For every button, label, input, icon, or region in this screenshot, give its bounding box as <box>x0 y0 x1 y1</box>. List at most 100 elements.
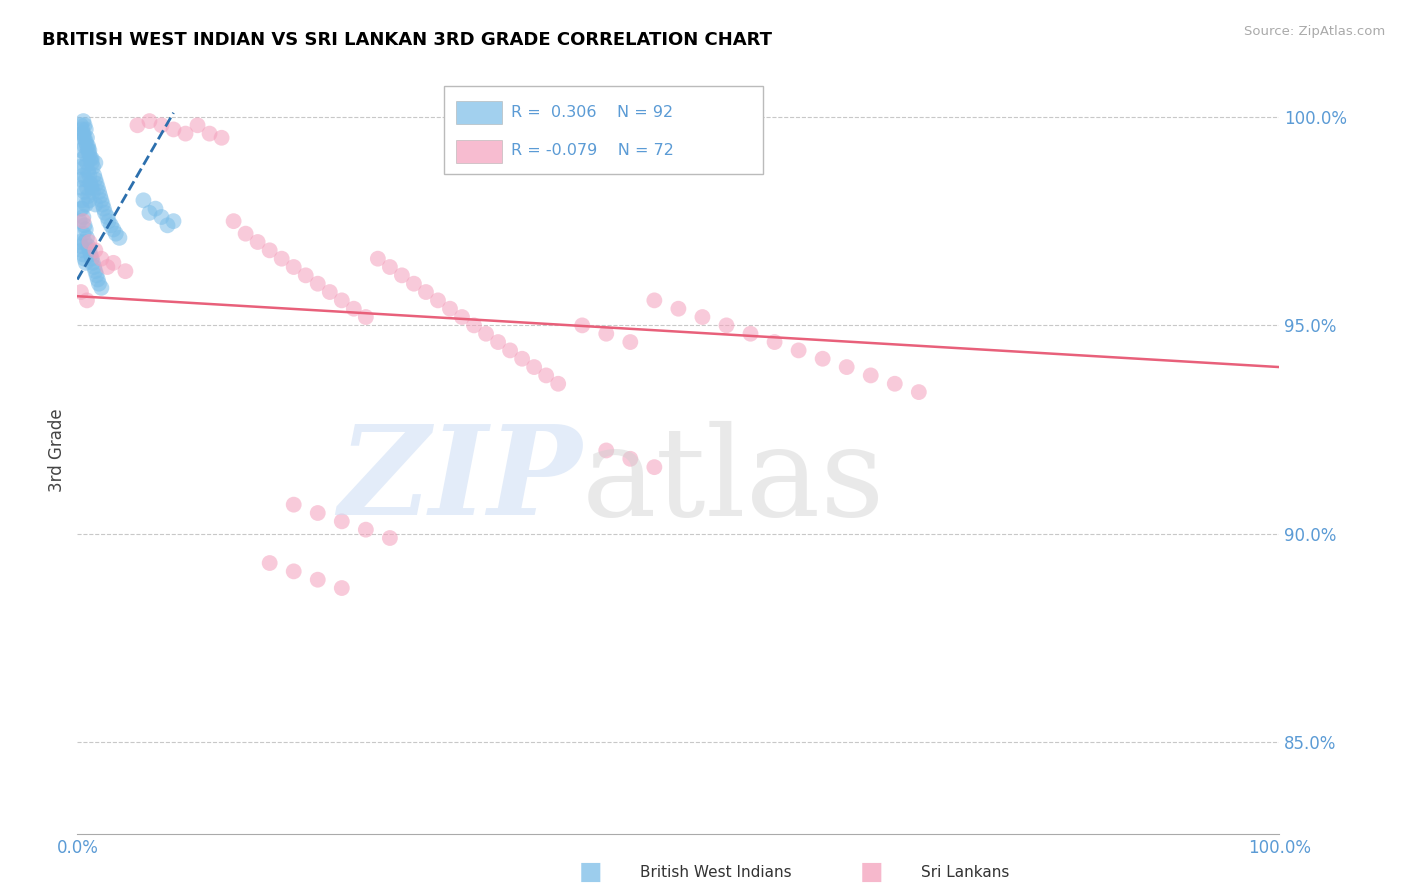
Point <box>439 301 461 316</box>
Point <box>259 244 281 258</box>
Point <box>77 164 100 178</box>
Point <box>84 155 107 169</box>
Point <box>96 210 118 224</box>
Point <box>75 222 97 236</box>
Point <box>79 152 101 166</box>
Point <box>83 260 105 274</box>
Point <box>84 244 107 258</box>
Point <box>76 139 98 153</box>
Point <box>76 155 98 169</box>
Point <box>908 385 931 400</box>
Point <box>73 130 96 145</box>
Point <box>72 214 94 228</box>
Text: ZIP: ZIP <box>339 420 582 542</box>
Point <box>96 260 118 274</box>
Point <box>79 169 101 183</box>
Point <box>73 118 96 132</box>
Text: BRITISH WEST INDIAN VS SRI LANKAN 3RD GRADE CORRELATION CHART: BRITISH WEST INDIAN VS SRI LANKAN 3RD GR… <box>42 31 772 49</box>
Point <box>740 326 762 341</box>
Point <box>72 114 94 128</box>
Point <box>90 194 112 208</box>
Point <box>80 155 103 169</box>
Point <box>354 523 377 537</box>
Point <box>87 277 110 291</box>
Point <box>70 239 93 253</box>
Point <box>79 244 101 258</box>
Point <box>73 139 96 153</box>
Point <box>692 310 714 324</box>
Point <box>69 235 91 249</box>
Point <box>89 189 111 203</box>
Point <box>70 285 93 299</box>
Point <box>619 451 641 466</box>
Point <box>87 181 110 195</box>
Point <box>499 343 522 358</box>
Point <box>510 351 533 366</box>
Point <box>330 514 353 528</box>
Text: Source: ZipAtlas.com: Source: ZipAtlas.com <box>1244 25 1385 38</box>
Point <box>259 556 281 570</box>
Point <box>75 197 97 211</box>
Point <box>82 185 104 199</box>
Point <box>307 506 329 520</box>
Point <box>75 135 97 149</box>
Point <box>571 318 593 333</box>
Point <box>367 252 389 266</box>
Point <box>283 498 305 512</box>
Point <box>391 268 413 283</box>
Point <box>859 368 882 383</box>
Point <box>307 277 329 291</box>
Point <box>75 172 97 186</box>
Point <box>87 185 110 199</box>
Point <box>80 181 103 195</box>
Point <box>463 318 485 333</box>
Point <box>70 122 93 136</box>
Point <box>103 222 125 236</box>
Point <box>79 235 101 249</box>
Point <box>82 160 104 174</box>
Point <box>70 143 93 157</box>
Point <box>77 143 100 157</box>
Point <box>415 285 437 299</box>
Point <box>79 194 101 208</box>
Point <box>79 143 101 157</box>
Point <box>103 256 125 270</box>
Point <box>70 118 93 132</box>
Point <box>86 177 108 191</box>
Point <box>235 227 257 241</box>
Text: R =  0.306    N = 92: R = 0.306 N = 92 <box>512 104 673 120</box>
Point <box>73 160 96 174</box>
Point <box>87 272 110 286</box>
Point <box>80 252 103 266</box>
Point <box>716 318 738 333</box>
Point <box>84 172 107 186</box>
Text: atlas: atlas <box>582 421 886 541</box>
Point <box>283 565 305 579</box>
Point <box>378 531 401 545</box>
Point <box>100 219 122 233</box>
Point <box>70 127 93 141</box>
Point <box>72 130 94 145</box>
Point <box>83 169 105 183</box>
Point <box>427 293 450 308</box>
Point <box>150 210 173 224</box>
Point <box>70 172 93 186</box>
Point <box>222 214 245 228</box>
Point <box>643 293 665 308</box>
Point <box>811 351 834 366</box>
Point <box>72 152 94 166</box>
Point <box>211 130 233 145</box>
Text: British West Indians: British West Indians <box>640 865 792 880</box>
Point <box>475 326 498 341</box>
Point <box>77 239 100 253</box>
Bar <box>456 102 502 125</box>
Point <box>319 285 342 299</box>
Point <box>90 252 112 266</box>
Point <box>73 219 96 233</box>
Point <box>70 194 93 208</box>
Point <box>138 114 160 128</box>
Point <box>79 177 101 191</box>
Point <box>93 202 115 216</box>
Point <box>73 252 96 266</box>
Point <box>174 127 197 141</box>
